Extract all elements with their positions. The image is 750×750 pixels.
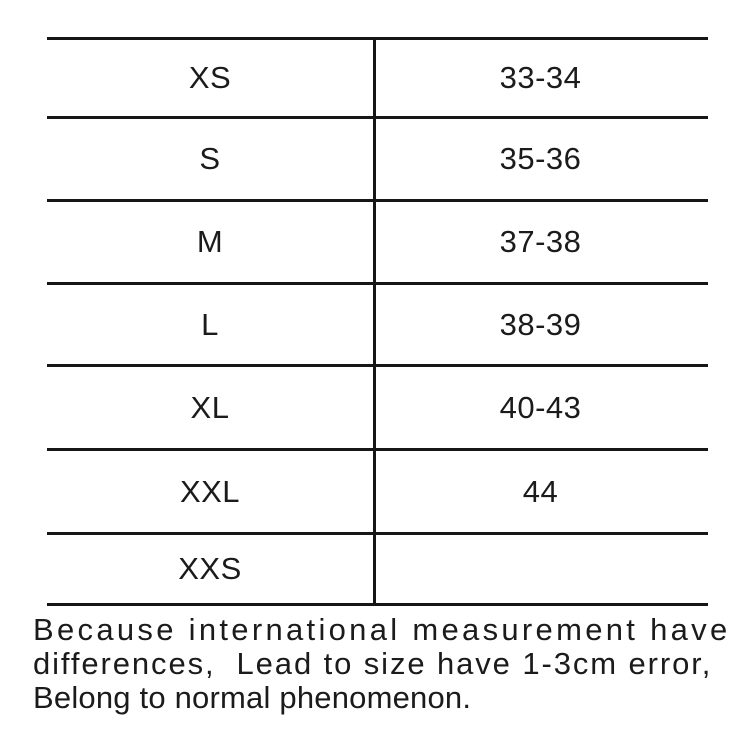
- note-line-3: Belong to normal phenomenon.: [33, 680, 472, 715]
- size-label: XXS: [178, 551, 242, 586]
- table-row: XS 33-34: [47, 40, 708, 119]
- table-row: M 37-38: [47, 202, 708, 285]
- table-row: XXS: [47, 535, 708, 606]
- size-range: 44: [522, 473, 559, 509]
- size-table: XS 33-34 S 35-36 M 37-38 L 38-39 XL 40-4…: [47, 37, 708, 606]
- size-label: L: [201, 306, 219, 342]
- size-label: XL: [190, 389, 230, 425]
- size-label: M: [196, 224, 224, 259]
- note-line-2: differences, Lead to size have 1-3cm err…: [33, 646, 713, 681]
- size-label: XXL: [179, 473, 241, 509]
- size-label: XS: [188, 60, 232, 95]
- table-row: XL 40-43: [47, 367, 708, 451]
- note-line-1: Because international measurement have: [33, 612, 731, 647]
- table-row: XXL 44: [47, 451, 708, 535]
- size-range: 38-39: [499, 306, 582, 342]
- column-divider: [373, 40, 376, 606]
- size-range: 37-38: [499, 224, 582, 259]
- size-range: 40-43: [499, 389, 582, 425]
- size-range: 35-36: [499, 141, 582, 176]
- measurement-note: Because international measurement have d…: [33, 613, 733, 715]
- table-row: L 38-39: [47, 285, 708, 367]
- table-row: S 35-36: [47, 119, 708, 202]
- size-range: [373, 535, 708, 603]
- size-label: S: [199, 141, 221, 176]
- size-range: 33-34: [499, 60, 582, 95]
